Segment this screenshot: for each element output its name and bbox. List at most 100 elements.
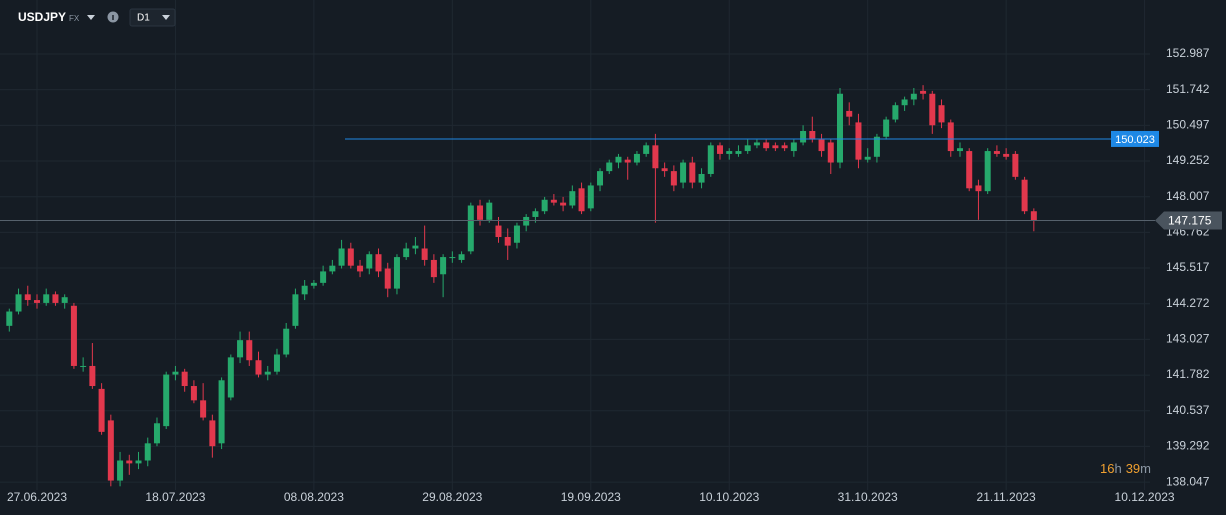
candle-body bbox=[578, 188, 585, 212]
candle-body bbox=[504, 237, 511, 246]
candle-body bbox=[24, 294, 31, 301]
candle-body bbox=[172, 371, 179, 375]
candle-body bbox=[892, 105, 899, 120]
candle-body bbox=[846, 110, 853, 117]
candle-body bbox=[1012, 153, 1019, 177]
candles bbox=[6, 85, 1037, 487]
candle-body bbox=[264, 371, 271, 375]
candle-body bbox=[449, 257, 456, 259]
symbol[interactable]: USDJPY bbox=[18, 10, 66, 24]
candle-body bbox=[837, 93, 843, 163]
candle-body bbox=[809, 131, 816, 140]
y-tick-label: 139.292 bbox=[1166, 439, 1210, 453]
candle-body bbox=[938, 105, 945, 123]
y-tick-label: 150.497 bbox=[1166, 118, 1210, 132]
y-tick-label: 138.047 bbox=[1166, 474, 1210, 488]
level-label: 150.023 bbox=[1115, 134, 1155, 146]
candle-body bbox=[652, 145, 659, 169]
last-price-label: 147.175 bbox=[1168, 214, 1212, 228]
candle-body bbox=[430, 259, 437, 278]
candle-body bbox=[689, 162, 696, 183]
candle-body bbox=[587, 185, 594, 209]
candle-body bbox=[357, 265, 364, 272]
candle-body bbox=[384, 268, 391, 289]
candle-body bbox=[329, 265, 336, 272]
y-tick-label: 149.252 bbox=[1166, 153, 1210, 167]
candle-body bbox=[126, 460, 133, 464]
y-tick-label: 141.782 bbox=[1166, 367, 1210, 381]
candle-body bbox=[246, 340, 253, 361]
x-tick-label: 10.12.2023 bbox=[1115, 490, 1175, 504]
candle-body bbox=[827, 142, 834, 163]
candle-body bbox=[80, 365, 87, 367]
candle-body bbox=[43, 294, 50, 303]
candle-body bbox=[200, 400, 207, 418]
candle-body bbox=[98, 388, 105, 432]
x-tick-label: 27.06.2023 bbox=[7, 490, 67, 504]
symbol-dropdown[interactable] bbox=[87, 15, 95, 20]
countdown-unit: m bbox=[1140, 461, 1151, 476]
candle-body bbox=[772, 145, 779, 149]
candle-body bbox=[467, 205, 474, 252]
candle-body bbox=[1003, 153, 1010, 157]
y-tick-label: 152.987 bbox=[1166, 46, 1210, 60]
candle-body bbox=[855, 122, 862, 160]
candle-body bbox=[107, 420, 114, 481]
candle-body bbox=[347, 248, 354, 266]
candle-body bbox=[495, 225, 502, 238]
candle-body bbox=[624, 159, 631, 163]
market: FX bbox=[69, 14, 80, 23]
candle-body bbox=[61, 297, 68, 303]
candle-body bbox=[615, 156, 622, 163]
timeframe: D1 bbox=[137, 13, 150, 24]
x-tick-label: 10.10.2023 bbox=[699, 490, 759, 504]
candle-body bbox=[135, 460, 142, 464]
countdown: 16h 39m bbox=[1100, 461, 1151, 476]
candle-body bbox=[560, 202, 567, 206]
timeframe-dropdown[interactable] bbox=[162, 15, 170, 20]
candle-body bbox=[310, 282, 317, 286]
candle-body bbox=[320, 271, 327, 283]
candle-body bbox=[966, 151, 973, 189]
candle-body bbox=[477, 205, 484, 220]
y-tick-label: 144.272 bbox=[1166, 296, 1210, 310]
candle-body bbox=[6, 311, 13, 326]
candle-body bbox=[440, 257, 447, 275]
candle-body bbox=[117, 460, 124, 481]
candle-body bbox=[726, 151, 733, 154]
candle-body bbox=[218, 380, 225, 444]
candle-body bbox=[338, 248, 345, 266]
candle-body bbox=[421, 248, 428, 260]
candle-body bbox=[209, 420, 216, 447]
candle-body bbox=[698, 173, 705, 183]
timeframe-box[interactable] bbox=[129, 8, 176, 27]
candle-body bbox=[532, 211, 539, 217]
candle-body bbox=[947, 122, 954, 152]
candle-body bbox=[458, 254, 465, 260]
countdown-minutes: 39 bbox=[1126, 461, 1140, 476]
candle-body bbox=[661, 168, 668, 172]
candle-body bbox=[283, 328, 290, 355]
candle-body bbox=[89, 365, 96, 387]
y-tick-label: 143.027 bbox=[1166, 332, 1210, 346]
last-price-badge bbox=[1155, 211, 1222, 230]
candle-body bbox=[237, 340, 244, 358]
candle-body bbox=[52, 294, 59, 303]
x-tick-label: 18.07.2023 bbox=[145, 490, 205, 504]
x-tick-label: 31.10.2023 bbox=[838, 490, 898, 504]
candle-body bbox=[550, 199, 557, 203]
candle-body bbox=[1021, 179, 1028, 212]
candle-body bbox=[273, 354, 280, 372]
candle-body bbox=[144, 443, 151, 461]
candle-body bbox=[975, 185, 982, 192]
candle-body bbox=[606, 162, 613, 172]
countdown-hours: 16 bbox=[1100, 461, 1114, 476]
candle-body bbox=[680, 162, 687, 183]
candle-body bbox=[717, 145, 724, 154]
candle-body bbox=[873, 136, 880, 157]
info-icon-glyph bbox=[112, 15, 114, 20]
candle-body bbox=[181, 371, 188, 387]
grid bbox=[0, 0, 1150, 490]
candle-body bbox=[163, 374, 170, 427]
